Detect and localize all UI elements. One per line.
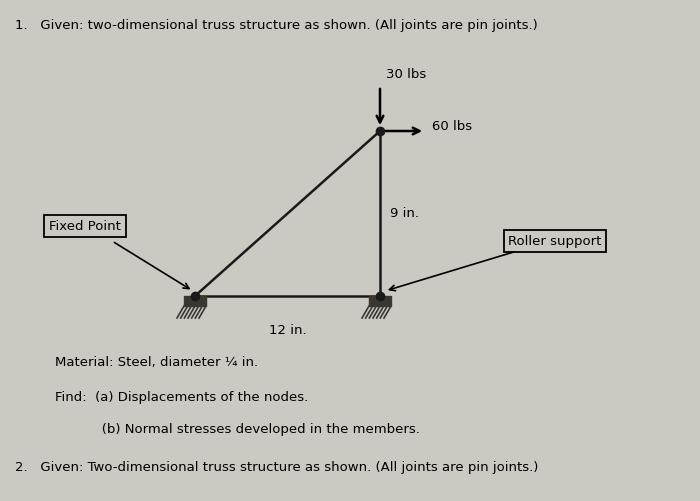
- Text: 1.   Given: two-dimensional truss structure as shown. (All joints are pin joints: 1. Given: two-dimensional truss structur…: [15, 19, 538, 32]
- Text: Material: Steel, diameter ¼ in.: Material: Steel, diameter ¼ in.: [55, 356, 258, 369]
- Text: 2.   Given: Two-dimensional truss structure as shown. (All joints are pin joints: 2. Given: Two-dimensional truss structur…: [15, 461, 538, 474]
- Text: (b) Normal stresses developed in the members.: (b) Normal stresses developed in the mem…: [55, 423, 420, 436]
- Text: Fixed Point: Fixed Point: [49, 219, 121, 232]
- Bar: [369, 296, 391, 306]
- Text: 9 in.: 9 in.: [390, 207, 419, 220]
- Text: Find:  (a) Displacements of the nodes.: Find: (a) Displacements of the nodes.: [55, 391, 308, 404]
- Text: Roller support: Roller support: [508, 234, 602, 247]
- Text: 30 lbs: 30 lbs: [386, 68, 426, 81]
- Text: 12 in.: 12 in.: [269, 324, 307, 337]
- Bar: [184, 296, 206, 306]
- Text: 60 lbs: 60 lbs: [432, 121, 472, 133]
